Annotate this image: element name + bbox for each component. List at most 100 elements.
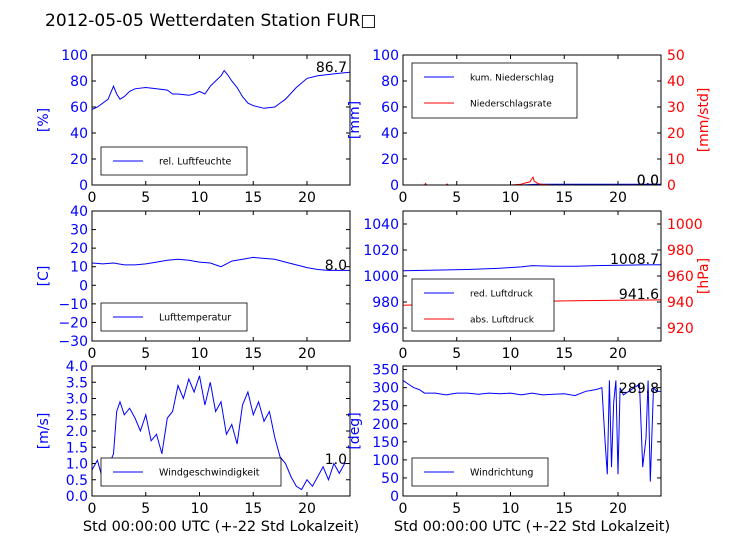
series-line-2	[403, 176, 661, 185]
series-line-1	[92, 256, 350, 271]
x-tick-label: 5	[452, 501, 461, 517]
y-tick-label: 2.5	[66, 408, 88, 424]
x-tick-label: 10	[502, 190, 520, 206]
y-tick-label: 20	[70, 152, 88, 168]
y-tick-label: 1.5	[66, 440, 88, 456]
series-line-1	[403, 379, 661, 482]
y-axis-label: [m/s]	[36, 413, 52, 450]
y-tick-label: 3.0	[66, 392, 88, 408]
panel-humidity: 0 5 10 15 20 0 20 40 60 80 100 [%] rel. Luftfeuchte 8…	[36, 48, 351, 206]
y-tick-label: 50	[381, 471, 399, 487]
y-tick-label: 100	[61, 48, 88, 64]
x-tick-label: 20	[609, 190, 627, 206]
legend: Windgeschwindigkeit	[100, 457, 282, 487]
x-tick-label: 15	[244, 346, 262, 362]
y-tick-label: 350	[372, 363, 399, 379]
value-annotation: 1008.7	[610, 252, 659, 268]
x-tick-label: 5	[141, 346, 150, 362]
y-tick-label: 100	[372, 453, 399, 469]
panel-temperature: 0 5 10 15 20 −30 −20 −10 0 10 20 30 40 [C] Lufttempera…	[36, 204, 351, 362]
x-tick-label: 10	[502, 501, 520, 517]
y2-tick-label: 960	[667, 269, 694, 285]
y-tick-label: 0	[79, 178, 88, 194]
y-axis-label: [deg]	[347, 412, 363, 449]
legend-box	[411, 62, 578, 119]
y-axis-label: [C]	[36, 266, 52, 287]
value-annotation: 941.6	[619, 287, 659, 303]
legend: red. Luftdruck abs. Luftdruck	[411, 278, 555, 332]
y-tick-label: 30	[70, 223, 88, 239]
legend-label: abs. Luftdruck	[470, 316, 535, 326]
legend: rel. Luftfeuchte	[100, 146, 248, 176]
series-line-1	[403, 264, 661, 272]
y2-tick-label: 1000	[667, 217, 703, 233]
x-tick-label: 5	[452, 346, 461, 362]
y-tick-label: 80	[381, 74, 399, 90]
y-tick-label: 40	[70, 126, 88, 142]
x-tick-label: 0	[88, 190, 97, 206]
value-annotation: 289.8	[619, 381, 659, 397]
y-tick-label: 960	[372, 321, 399, 337]
x-tick-label: 0	[399, 190, 408, 206]
y-tick-label: 20	[70, 241, 88, 257]
x-tick-label: 20	[298, 190, 316, 206]
y2-tick-label: 30	[667, 100, 685, 116]
y-tick-label: −30	[58, 334, 88, 350]
x-tick-label: 15	[555, 346, 573, 362]
y-tick-label: 2.0	[66, 424, 88, 440]
y-tick-label: 1040	[363, 217, 399, 233]
value-annotation: 0.0	[637, 173, 659, 189]
legend-label: Niederschlagsrate	[470, 100, 552, 110]
y-tick-label: 0	[390, 489, 399, 505]
value-annotation: 1.0	[325, 452, 347, 468]
y2-tick-label: 940	[667, 295, 694, 311]
value-annotation: 8.0	[325, 258, 347, 274]
y2-tick-label: 50	[667, 48, 685, 64]
y-tick-label: 40	[381, 126, 399, 142]
y-tick-label: 40	[70, 204, 88, 220]
plot-frame	[91, 54, 351, 186]
y-tick-label: 0	[390, 178, 399, 194]
x-tick-label: 15	[244, 190, 262, 206]
y-tick-label: 1000	[363, 269, 399, 285]
value-annotation: 86.7	[316, 60, 347, 76]
value-annotation: 0.0	[637, 173, 659, 189]
panel-precipitation: 0 5 10 15 20 0 20 40 60 80 100 0 10 20 30 40 50 [mm] [mm/s…	[347, 48, 712, 206]
series-line-1	[92, 69, 350, 111]
panel-wind-speed: 0 5 10 15 200.00.51.01.52.02.53.03.54.0[m/s]…	[36, 359, 359, 535]
legend-label: red. Luftdruck	[470, 290, 534, 300]
y-tick-label: 60	[70, 100, 88, 116]
y-tick-label: 80	[70, 74, 88, 90]
y-tick-label: 60	[381, 100, 399, 116]
x-tick-label: 5	[141, 501, 150, 517]
x-tick-label: 20	[298, 346, 316, 362]
y-tick-label: 4.0	[66, 359, 88, 375]
y-tick-label: 980	[372, 295, 399, 311]
x-tick-label: 0	[399, 501, 408, 517]
y-tick-label: 100	[372, 48, 399, 64]
series-line-1	[92, 375, 350, 491]
x-tick-label: 15	[555, 501, 573, 517]
x-tick-label: 15	[244, 501, 262, 517]
y-axis-label: [mm]	[347, 101, 363, 139]
y-tick-label: 1.0	[66, 457, 88, 473]
x-axis-label: Std 00:00:00 UTC (+-22 Std Lokalzeit)	[83, 519, 359, 535]
y-tick-label: 10	[70, 260, 88, 276]
y-tick-label: 250	[372, 399, 399, 415]
x-tick-label: 15	[555, 190, 573, 206]
x-tick-label: 0	[88, 346, 97, 362]
y-tick-label: 0.0	[66, 489, 88, 505]
y2-tick-label: 980	[667, 243, 694, 259]
legend-label: kum. Niederschlag	[470, 74, 554, 84]
x-tick-label: 5	[452, 190, 461, 206]
x-tick-label: 10	[502, 346, 520, 362]
x-axis-label: Std 00:00:00 UTC (+-22 Std Lokalzeit)	[394, 519, 670, 535]
y-tick-label: 300	[372, 381, 399, 397]
x-tick-label: 10	[191, 346, 209, 362]
y-tick-label: 3.5	[66, 375, 88, 391]
x-tick-label: 20	[609, 501, 627, 517]
y-tick-label: 200	[372, 417, 399, 433]
